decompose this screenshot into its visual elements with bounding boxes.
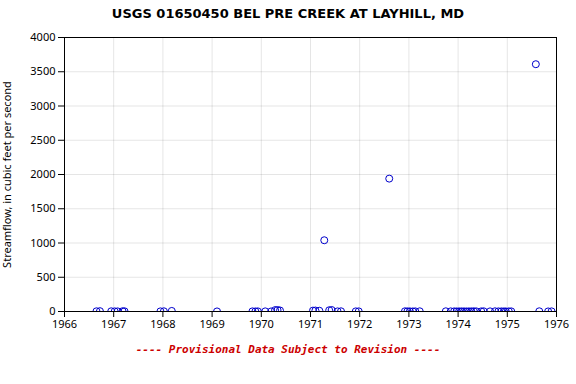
svg-text:1969: 1969: [200, 316, 225, 331]
svg-text:1970: 1970: [249, 316, 274, 331]
svg-text:1973: 1973: [396, 316, 421, 331]
svg-text:0: 0: [49, 303, 56, 318]
svg-text:1500: 1500: [30, 200, 55, 215]
html-text:---- Provisional Data Subject: ---- Provisional Data Subject to Revisio…: [135, 343, 441, 356]
svg-text:1968: 1968: [150, 316, 175, 331]
svg-text:2000: 2000: [30, 166, 55, 181]
svg-text:1974: 1974: [446, 316, 472, 331]
svg-text:3000: 3000: [30, 98, 55, 113]
svg-text:2500: 2500: [30, 132, 55, 147]
svg-text:500: 500: [37, 269, 56, 284]
svg-text:Streamflow, in cubic feet per: Streamflow, in cubic feet per second: [0, 81, 14, 268]
html-text:USGS 01650450 BEL PRE CREEK AT: USGS 01650450 BEL PRE CREEK AT LAYHILL, …: [111, 6, 465, 21]
svg-text:4000: 4000: [30, 29, 55, 44]
svg-text:1967: 1967: [101, 316, 126, 331]
svg-text:1976: 1976: [544, 316, 569, 331]
svg-text:1971: 1971: [298, 316, 323, 331]
svg-text:1966: 1966: [52, 316, 77, 331]
svg-text:1975: 1975: [495, 316, 520, 331]
svg-text:3500: 3500: [30, 63, 55, 78]
svg-text:1972: 1972: [347, 316, 372, 331]
svg-text:1000: 1000: [30, 235, 55, 250]
